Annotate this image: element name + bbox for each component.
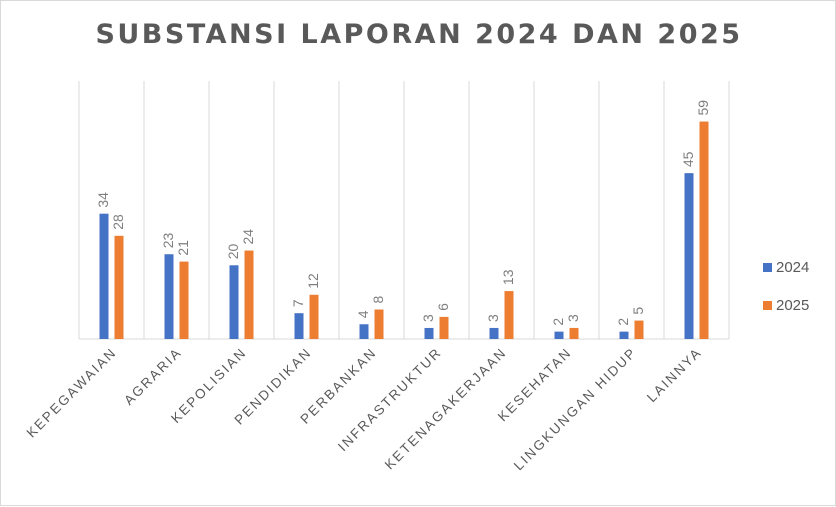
bar-2024: [229, 265, 239, 339]
data-label-2025: 3: [565, 314, 581, 322]
data-label-2025: 28: [110, 214, 126, 230]
category-label: KEPEGAWAIAN: [24, 345, 120, 441]
data-label-2025: 13: [500, 269, 516, 285]
category-label: KETENAGAKERJAAN: [382, 345, 510, 473]
legend: 2024 2025: [763, 257, 809, 333]
data-label-2025: 24: [240, 229, 256, 245]
bar-2024: [164, 254, 174, 339]
legend-item-2025: 2025: [763, 295, 809, 315]
data-label-2025: 6: [435, 303, 451, 311]
bar-2025: [374, 309, 384, 339]
bar-2024: [359, 324, 369, 339]
category-label: LAINNYA: [644, 345, 705, 406]
data-label-2024: 7: [290, 299, 306, 307]
chart-title: SUBSTANSI LAPORAN 2024 DAN 2025: [95, 19, 743, 50]
data-label-2024: 3: [420, 314, 436, 322]
data-label-2024: 20: [225, 243, 241, 259]
data-label-2024: 23: [160, 232, 176, 248]
data-label-2025: 21: [175, 240, 191, 256]
data-label-2024: 2: [550, 318, 566, 326]
bar-2025: [179, 261, 189, 339]
bar-2024: [489, 327, 499, 339]
data-label-2024: 3: [485, 314, 501, 322]
legend-label-2024: 2024: [776, 258, 810, 276]
bar-2024: [554, 331, 564, 339]
bar-2024: [99, 213, 109, 339]
legend-label-2025: 2025: [776, 296, 810, 314]
category-label: LINGKUNGAN HIDUP: [511, 345, 640, 474]
data-label-2025: 8: [370, 296, 386, 304]
bar-2025: [309, 294, 319, 339]
bar-2025: [439, 316, 449, 339]
data-label-2024: 45: [680, 151, 696, 167]
data-label-2025: 59: [695, 100, 711, 116]
data-label-2025: 12: [305, 273, 321, 289]
bar-2025: [114, 235, 124, 339]
bar-2025: [634, 320, 644, 339]
bar-2025: [569, 327, 579, 339]
data-label-2024: 34: [95, 192, 111, 208]
bar-2024: [294, 313, 304, 339]
legend-item-2024: 2024: [763, 257, 809, 277]
bar-2025: [244, 250, 254, 339]
bar-2025: [699, 121, 709, 340]
data-label-2024: 4: [355, 310, 371, 318]
bar-2024: [684, 173, 694, 339]
category-label: AGRARIA: [121, 345, 184, 408]
bar-2024: [619, 331, 629, 339]
bar-2024: [424, 327, 434, 339]
legend-swatch-2024: [763, 262, 772, 272]
legend-swatch-2025: [763, 300, 772, 310]
data-label-2025: 5: [630, 307, 646, 315]
bar-2025: [504, 291, 514, 339]
data-label-2024: 2: [615, 318, 631, 326]
